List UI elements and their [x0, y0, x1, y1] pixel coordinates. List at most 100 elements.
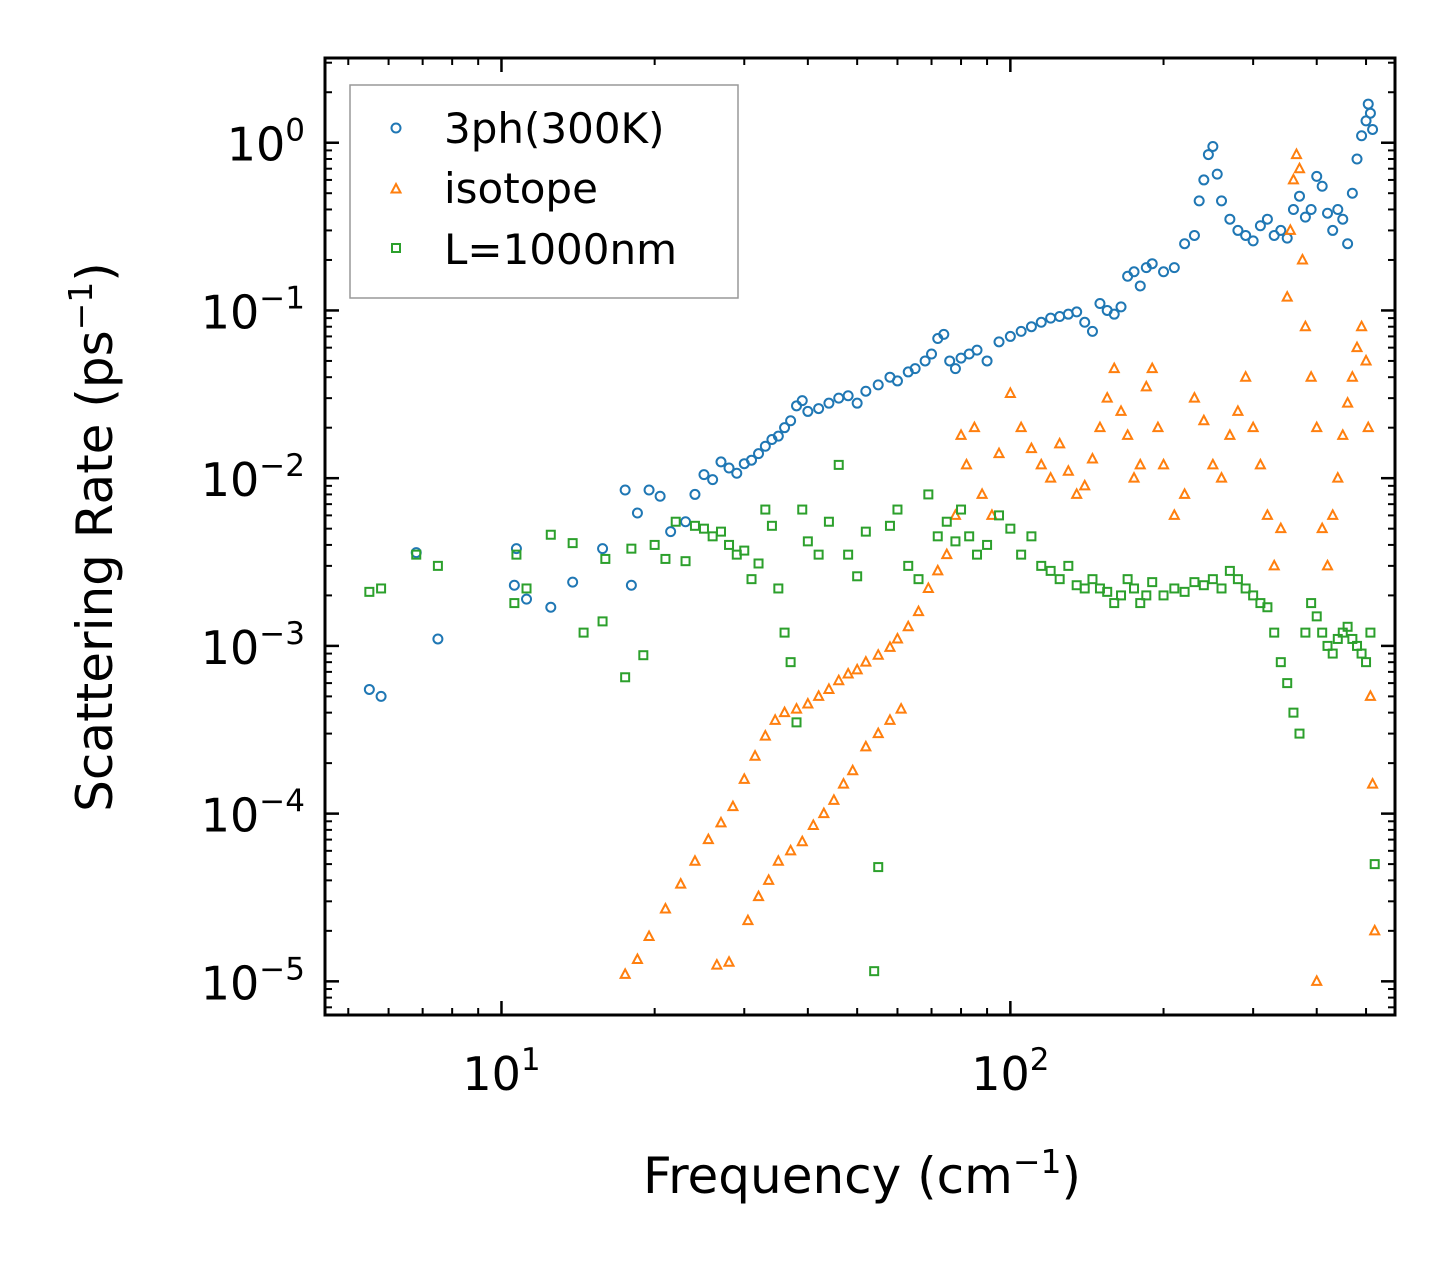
data-point-square — [913, 574, 924, 585]
data-point-triangle — [894, 701, 908, 714]
data-point-square — [1294, 728, 1305, 739]
data-point-triangle — [1366, 776, 1379, 789]
data-point-square — [1369, 859, 1380, 870]
x-tick-label: 101 — [462, 1042, 540, 1101]
data-point-triangle — [992, 446, 1006, 459]
data-point-square — [852, 571, 863, 582]
data-point-square — [873, 862, 884, 873]
data-point-square — [1311, 611, 1322, 622]
data-point-square — [545, 529, 556, 540]
data-point-triangle — [778, 705, 791, 718]
data-point-triangle — [859, 655, 872, 667]
y-tick-base: 10 — [201, 453, 260, 507]
data-point-triangle — [1239, 370, 1252, 382]
data-point-triangle — [1331, 471, 1344, 483]
data-point-square — [892, 504, 903, 515]
data-point-circle — [1168, 262, 1180, 274]
data-point-square — [956, 504, 967, 515]
data-point-circle — [1281, 232, 1293, 244]
data-point-triangle — [1004, 386, 1017, 398]
data-point-triangle — [1268, 558, 1281, 571]
data-point-triangle — [1014, 420, 1028, 433]
data-point-triangle — [1304, 370, 1318, 382]
data-point-square — [1216, 583, 1227, 594]
data-point-circle — [772, 430, 784, 442]
data-point-square — [785, 657, 796, 668]
data-point-triangle — [748, 749, 762, 761]
data-point-square — [1361, 657, 1372, 668]
data-point-triangle — [1101, 391, 1114, 403]
data-point-circle — [597, 543, 609, 555]
data-point-triangle — [726, 799, 740, 812]
data-point-circle — [1332, 203, 1344, 215]
data-point-triangle — [968, 420, 981, 433]
data-point-triangle — [1359, 353, 1373, 366]
data-point-square — [1179, 586, 1190, 597]
data-point-triangle — [931, 563, 944, 576]
data-point-circle — [944, 355, 956, 367]
data-point-triangle — [1316, 521, 1329, 534]
x-tick-labels: 101 102 — [462, 1042, 1049, 1101]
data-point-circle — [823, 397, 835, 409]
data-point-triangle — [1287, 172, 1300, 185]
data-point-square — [1063, 560, 1074, 571]
data-point-square — [932, 531, 943, 542]
data-point-triangle — [1178, 487, 1191, 499]
data-point-circle — [779, 422, 791, 434]
data-point-square — [1109, 598, 1120, 609]
data-point-square — [1300, 627, 1311, 638]
data-point-square — [1365, 627, 1376, 638]
data-point-triangle — [807, 818, 820, 830]
y-axis-label-main: Scattering Rate (ps — [66, 330, 124, 811]
data-point-triangle — [1157, 457, 1170, 470]
data-point-circle — [1207, 140, 1219, 152]
data-point-circle — [938, 328, 950, 340]
y-tick-label: 10−2 — [201, 448, 305, 507]
data-point-triangle — [1246, 420, 1260, 433]
data-point-square — [1224, 565, 1235, 576]
data-point-square — [1129, 583, 1140, 594]
data-point-circle — [1079, 316, 1091, 328]
series-square — [364, 459, 1380, 977]
data-point-square — [364, 586, 375, 597]
data-point-square — [1026, 531, 1037, 542]
data-point-square — [1306, 598, 1317, 609]
data-point-triangle — [1121, 428, 1134, 440]
legend-entry-isotope: isotope — [389, 164, 598, 213]
data-point-triangle — [759, 728, 772, 741]
data-point-square — [1317, 627, 1328, 638]
data-point-square — [903, 560, 914, 571]
data-point-square — [869, 966, 880, 977]
data-point-square — [689, 520, 700, 531]
data-point-triangle — [891, 631, 904, 644]
legend-marker-circle — [390, 122, 402, 134]
data-point-circle — [1254, 220, 1266, 232]
data-point-circle — [665, 526, 677, 538]
y-tick-label: 10−1 — [201, 280, 305, 339]
y-tick-base: 10 — [201, 621, 260, 675]
data-point-circle — [1346, 187, 1358, 199]
data-point-circle — [746, 454, 758, 466]
y-tick-label: 100 — [227, 113, 305, 172]
data-point-square — [994, 510, 1005, 521]
data-point-triangle — [784, 843, 797, 856]
data-point-triangle — [1093, 420, 1107, 433]
data-point-circle — [508, 579, 520, 591]
data-point-triangle — [1053, 436, 1066, 449]
legend-label-3ph: 3ph(300K) — [444, 104, 664, 153]
data-point-square — [1232, 574, 1243, 585]
data-point-triangle — [960, 457, 973, 470]
x-tick-label: 102 — [971, 1042, 1049, 1101]
y-axis-label-exp: −1 — [61, 282, 100, 331]
data-point-square — [1288, 707, 1299, 718]
data-point-square — [432, 560, 443, 571]
data-point-square — [707, 531, 718, 542]
data-point-square — [1275, 657, 1286, 668]
data-point-triangle — [1261, 508, 1274, 520]
data-point-square — [797, 504, 808, 515]
data-point-circle — [1305, 203, 1317, 215]
data-point-square — [1079, 583, 1090, 594]
data-point-triangle — [659, 901, 672, 914]
